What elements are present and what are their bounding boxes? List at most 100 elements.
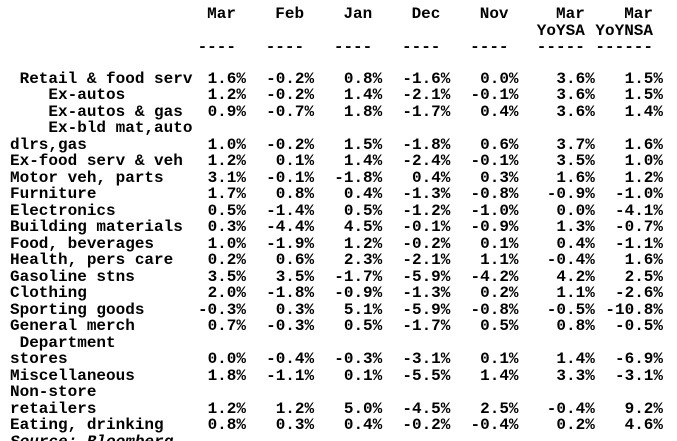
value-cell: -2.1% bbox=[402, 86, 451, 104]
value-cell: 1.0% bbox=[624, 152, 663, 170]
table-row: Gasoline stns 3.5% 3.5% -1.7% -5.9% -4.2% 4.2%… bbox=[10, 267, 663, 286]
row-label: Building materials bbox=[10, 218, 183, 236]
value-cell: 1.1% bbox=[556, 284, 595, 302]
row-label: Eating, drinking bbox=[10, 416, 164, 434]
value-cell: -0.4% bbox=[266, 350, 315, 368]
value-cell bbox=[246, 120, 314, 137]
value-cell: 0.4% bbox=[480, 102, 519, 121]
value-cell bbox=[595, 335, 663, 352]
value-cell: 1.4% bbox=[624, 102, 663, 121]
row-label: Food, beverages bbox=[10, 234, 155, 253]
value-cell: -5.5% bbox=[402, 366, 451, 385]
value-cell: 4.2% bbox=[556, 267, 595, 286]
value-cell: 1.8% bbox=[207, 366, 246, 385]
column-header-col: Dec bbox=[411, 5, 441, 23]
value-cell: 1.1% bbox=[480, 251, 519, 269]
value-cell: -0.9% bbox=[334, 284, 383, 302]
value-cell: -3.1% bbox=[402, 350, 451, 368]
value-cell bbox=[450, 384, 518, 401]
value-cell: 0.4% bbox=[343, 185, 383, 203]
row-label: Electronics bbox=[10, 201, 116, 220]
value-cell: -0.7% bbox=[266, 102, 315, 121]
value-cell: -2.6% bbox=[614, 284, 663, 302]
value-cell: -1.3% bbox=[402, 284, 451, 302]
value-cell: -1.7% bbox=[402, 102, 451, 121]
value-cell: 0.1% bbox=[480, 350, 519, 368]
value-cell: -1.6% bbox=[402, 69, 451, 88]
value-cell: 0.0% bbox=[556, 201, 595, 220]
value-cell: 0.2% bbox=[480, 284, 519, 302]
column-header-col: Feb bbox=[275, 5, 305, 23]
value-cell: 9.2% bbox=[624, 399, 663, 418]
value-cell bbox=[314, 384, 382, 401]
value-cell: -0.2% bbox=[402, 416, 451, 434]
table-row: dlrs,gas 1.0% -0.2% 1.5% -1.8% 0.6% 3.7% 1.6% bbox=[10, 135, 663, 154]
value-cell: 3.6% bbox=[556, 69, 595, 88]
column-dash-rule-col: ---- bbox=[265, 38, 305, 56]
value-cell: 1.6% bbox=[624, 251, 663, 269]
value-cell: 1.6% bbox=[207, 69, 246, 88]
value-cell: 0.5% bbox=[343, 201, 383, 220]
column-subheader-col: YoYNSA bbox=[595, 21, 653, 40]
table-row: Miscellaneous 1.8% -1.1% 0.1% -5.5% 1.4% 3.3% -… bbox=[10, 366, 663, 385]
label-column-spacer bbox=[10, 6, 193, 23]
table-row: Department bbox=[10, 333, 663, 352]
value-cell: 0.3% bbox=[275, 300, 315, 319]
value-cell: 2.3% bbox=[343, 251, 383, 269]
value-cell: -5.9% bbox=[402, 300, 451, 319]
column-subheader-col bbox=[246, 23, 314, 40]
value-cell: -1.8% bbox=[402, 135, 451, 154]
value-cell: 0.5% bbox=[343, 317, 383, 335]
value-cell: 2.5% bbox=[624, 267, 663, 286]
value-cell: -0.3% bbox=[266, 317, 315, 335]
value-cell: 0.7% bbox=[207, 317, 246, 335]
row-label: retailers bbox=[10, 399, 97, 418]
value-cell: -5.9% bbox=[402, 267, 451, 286]
value-cell: -4.4% bbox=[266, 218, 315, 236]
table-body: Retail & food serv 1.6% -0.2% 0.8% -1.6% 0.0%… bbox=[10, 56, 663, 434]
value-cell: 0.6% bbox=[480, 135, 519, 154]
retail-sales-table: Mar Feb Jan Dec Nov Mar Mar YoYSA YoYNSA ---- ----… bbox=[10, 6, 663, 434]
column-dash-rule-col: ----- bbox=[536, 38, 585, 56]
row-label: Department bbox=[10, 333, 116, 352]
value-cell: 4.6% bbox=[624, 416, 663, 434]
column-header-col: Mar bbox=[556, 5, 585, 23]
table-row: Ex-bld mat,auto bbox=[10, 120, 663, 137]
value-cell: -4.2% bbox=[470, 267, 519, 286]
value-cell: 0.5% bbox=[480, 317, 519, 335]
value-cell: 1.7% bbox=[207, 185, 246, 203]
value-cell: -1.8% bbox=[266, 284, 315, 302]
value-cell: -1.3% bbox=[402, 185, 451, 203]
row-label: stores bbox=[10, 350, 68, 368]
value-cell: 0.5% bbox=[207, 201, 246, 220]
column-header-col: Jan bbox=[343, 5, 373, 23]
table-row: Furniture 1.7% 0.8% 0.4% -1.3% -0.8% -0.9% -1.0… bbox=[10, 186, 663, 203]
column-subheader-col bbox=[193, 23, 246, 40]
value-cell bbox=[193, 384, 246, 401]
value-cell: 0.1% bbox=[275, 152, 315, 170]
value-cell: -0.2% bbox=[266, 86, 315, 104]
table-row: Electronics 0.5% -1.4% 0.5% -1.2% -1.0% 0.0% -4… bbox=[10, 201, 663, 220]
label-column-spacer bbox=[10, 23, 193, 40]
value-cell: 1.2% bbox=[207, 86, 246, 104]
row-label: Gasoline stns bbox=[10, 267, 135, 286]
value-cell: -1.7% bbox=[334, 267, 383, 286]
column-dash-rule: ---- ---- ---- ---- ---- ----- ------ bbox=[10, 39, 663, 56]
value-cell: -0.1% bbox=[470, 86, 519, 104]
value-cell: 1.5% bbox=[624, 69, 663, 88]
value-cell: 0.1% bbox=[343, 366, 383, 385]
value-cell: 0.4% bbox=[411, 168, 451, 187]
value-cell: 1.0% bbox=[207, 234, 246, 253]
value-cell: 0.6% bbox=[275, 251, 315, 269]
value-cell: 0.1% bbox=[480, 234, 519, 253]
value-cell: 1.2% bbox=[343, 234, 383, 253]
value-cell bbox=[519, 120, 595, 137]
value-cell bbox=[595, 384, 663, 401]
value-cell: -0.2% bbox=[266, 135, 315, 154]
value-cell: 5.0% bbox=[343, 399, 383, 418]
value-cell: -1.0% bbox=[614, 185, 663, 203]
value-cell: 0.2% bbox=[207, 251, 246, 269]
value-cell bbox=[246, 335, 314, 352]
value-cell bbox=[193, 335, 246, 352]
table-header: Mar Feb Jan Dec Nov Mar Mar YoYSA YoYNSA ---- ----… bbox=[10, 6, 663, 56]
